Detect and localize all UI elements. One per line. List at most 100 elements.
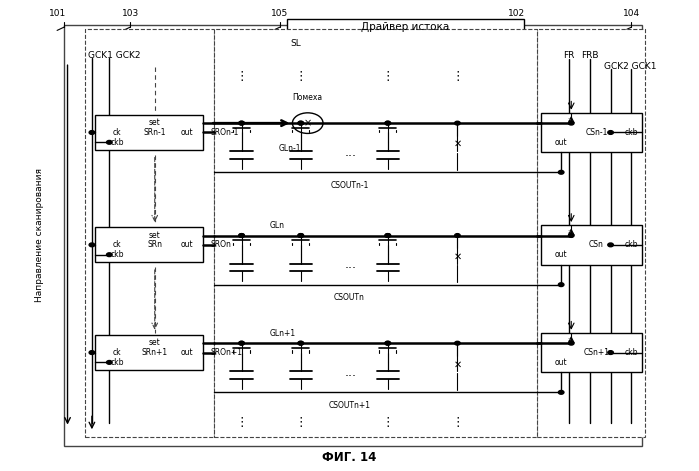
Text: out: out bbox=[555, 250, 568, 260]
FancyBboxPatch shape bbox=[64, 25, 642, 446]
Text: Направление сканирования: Направление сканирования bbox=[35, 169, 44, 302]
Circle shape bbox=[239, 121, 245, 125]
Circle shape bbox=[385, 121, 391, 125]
Circle shape bbox=[559, 390, 564, 394]
Text: ckb: ckb bbox=[110, 250, 124, 259]
Text: in: in bbox=[568, 118, 575, 127]
FancyBboxPatch shape bbox=[541, 113, 642, 153]
Text: CSn-1: CSn-1 bbox=[585, 128, 607, 137]
Text: CSOUTn-1: CSOUTn-1 bbox=[331, 181, 368, 190]
Text: ⋮: ⋮ bbox=[382, 70, 394, 83]
Circle shape bbox=[568, 341, 574, 345]
Text: CSOUTn+1: CSOUTn+1 bbox=[329, 401, 370, 410]
Text: FR: FR bbox=[563, 51, 575, 60]
FancyBboxPatch shape bbox=[287, 19, 524, 37]
Circle shape bbox=[298, 341, 303, 345]
Text: ✕: ✕ bbox=[454, 252, 461, 261]
Text: in: in bbox=[568, 338, 575, 347]
Text: ckb: ckb bbox=[625, 348, 639, 357]
Text: 105: 105 bbox=[271, 9, 289, 18]
Text: ⋮: ⋮ bbox=[236, 70, 248, 83]
Circle shape bbox=[385, 234, 391, 237]
Circle shape bbox=[608, 243, 613, 247]
Text: ×: × bbox=[303, 118, 312, 128]
Text: ⋮: ⋮ bbox=[294, 70, 307, 83]
Text: Помеха: Помеха bbox=[293, 93, 323, 102]
Circle shape bbox=[106, 360, 112, 364]
Text: in: in bbox=[568, 230, 575, 239]
FancyBboxPatch shape bbox=[538, 30, 645, 437]
Circle shape bbox=[568, 234, 574, 237]
Circle shape bbox=[608, 130, 613, 134]
Text: ⋮: ⋮ bbox=[451, 416, 463, 429]
Text: ...: ... bbox=[345, 258, 357, 271]
Circle shape bbox=[239, 234, 245, 237]
Text: ck: ck bbox=[113, 240, 121, 249]
Circle shape bbox=[454, 341, 460, 345]
Text: CSn+1: CSn+1 bbox=[584, 348, 610, 357]
Text: ck: ck bbox=[113, 348, 121, 357]
Circle shape bbox=[106, 253, 112, 257]
Circle shape bbox=[89, 351, 94, 355]
FancyBboxPatch shape bbox=[541, 225, 642, 265]
Text: CSOUTn: CSOUTn bbox=[334, 293, 365, 302]
Circle shape bbox=[559, 171, 564, 174]
Text: ...: ... bbox=[345, 365, 357, 379]
Circle shape bbox=[298, 121, 303, 125]
Text: 104: 104 bbox=[623, 9, 640, 18]
Text: 101: 101 bbox=[48, 9, 66, 18]
Text: ✕: ✕ bbox=[454, 359, 461, 369]
Text: ⋮: ⋮ bbox=[236, 416, 248, 429]
Text: ✕: ✕ bbox=[454, 139, 461, 149]
Circle shape bbox=[298, 341, 303, 345]
Text: SROn-1: SROn-1 bbox=[210, 128, 238, 137]
FancyBboxPatch shape bbox=[541, 333, 642, 373]
Text: ...: ... bbox=[345, 146, 357, 159]
FancyBboxPatch shape bbox=[85, 30, 214, 437]
Circle shape bbox=[89, 130, 94, 134]
Text: out: out bbox=[181, 348, 194, 357]
Text: ckb: ckb bbox=[110, 138, 124, 147]
Text: set: set bbox=[149, 230, 161, 240]
Text: ckb: ckb bbox=[110, 358, 124, 367]
FancyBboxPatch shape bbox=[214, 30, 538, 437]
Circle shape bbox=[385, 341, 391, 345]
FancyBboxPatch shape bbox=[95, 227, 203, 262]
FancyBboxPatch shape bbox=[95, 335, 203, 370]
Circle shape bbox=[239, 341, 245, 345]
Text: GLn-1: GLn-1 bbox=[278, 144, 301, 153]
Circle shape bbox=[454, 121, 460, 125]
Text: ФИГ. 14: ФИГ. 14 bbox=[322, 451, 377, 464]
Text: ckb: ckb bbox=[625, 240, 639, 249]
Circle shape bbox=[298, 234, 303, 237]
Text: GCK2 GCK1: GCK2 GCK1 bbox=[604, 62, 656, 71]
Text: 103: 103 bbox=[122, 9, 139, 18]
Text: set: set bbox=[149, 118, 161, 127]
Text: SROn+1: SROn+1 bbox=[210, 348, 243, 357]
Circle shape bbox=[385, 121, 391, 125]
Text: ⋮: ⋮ bbox=[382, 416, 394, 429]
Text: ck: ck bbox=[113, 128, 121, 137]
Circle shape bbox=[385, 341, 391, 345]
Circle shape bbox=[385, 234, 391, 237]
Circle shape bbox=[608, 351, 613, 355]
Text: set: set bbox=[149, 338, 161, 347]
Text: out: out bbox=[181, 240, 194, 249]
Text: ckb: ckb bbox=[625, 128, 639, 137]
Text: GCK1 GCK2: GCK1 GCK2 bbox=[88, 51, 141, 60]
Text: out: out bbox=[555, 358, 568, 367]
Text: SL: SL bbox=[290, 39, 301, 48]
Circle shape bbox=[454, 234, 460, 237]
FancyBboxPatch shape bbox=[95, 115, 203, 150]
Circle shape bbox=[559, 283, 564, 286]
Text: out: out bbox=[181, 128, 194, 137]
Text: SRn-1: SRn-1 bbox=[143, 128, 166, 137]
Circle shape bbox=[298, 234, 303, 237]
Circle shape bbox=[89, 243, 94, 247]
Text: GLn: GLn bbox=[269, 221, 284, 230]
Circle shape bbox=[298, 121, 303, 125]
Text: CSn: CSn bbox=[589, 240, 604, 249]
Text: out: out bbox=[555, 138, 568, 147]
Text: 102: 102 bbox=[508, 9, 525, 18]
Circle shape bbox=[239, 121, 245, 125]
